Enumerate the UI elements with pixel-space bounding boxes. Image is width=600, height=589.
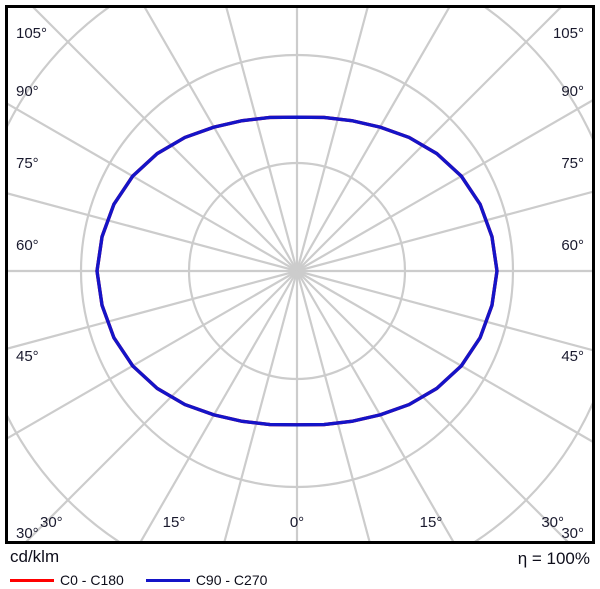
curve-c90c270 bbox=[95, 115, 499, 427]
angle-label-left-60: 60° bbox=[16, 237, 39, 254]
polar-grid-svg: 105°90°75°60°45°30°105°90°75°60°45°30°30… bbox=[8, 8, 592, 541]
legend-entries: C0 - C180 C90 - C270 bbox=[10, 572, 267, 588]
legend-label: C90 - C270 bbox=[195, 572, 268, 588]
legend-swatch-line bbox=[10, 578, 54, 582]
angle-label-left-75: 75° bbox=[16, 155, 39, 172]
angle-label-bottom-1: 15° bbox=[163, 514, 186, 531]
angle-label-right-60: 60° bbox=[561, 237, 584, 254]
angle-label-right-30: 30° bbox=[561, 525, 584, 541]
legend-area: cd/klm η = 100% C0 - C180 C90 - C270 bbox=[0, 545, 600, 589]
angle-label-bottom-2: 0° bbox=[290, 514, 304, 531]
angle-label-left-90: 90° bbox=[16, 83, 39, 100]
polar-diagram-frame: 105° 90° 75° 60° 45° 30° 105° 90° 75° 60° 45° 30° 30… bbox=[5, 5, 595, 544]
angle-label-right-90: 90° bbox=[561, 83, 584, 100]
angle-label-bottom-0: 30° bbox=[40, 514, 63, 531]
curve-layer bbox=[95, 115, 499, 427]
angle-label-bottom-3: 15° bbox=[420, 514, 443, 531]
grid-layer bbox=[8, 8, 592, 541]
angle-label-layer: 105°90°75°60°45°30°105°90°75°60°45°30°30… bbox=[16, 25, 584, 541]
legend-item: C90 - C270 bbox=[145, 572, 268, 588]
legend-item: C0 - C180 bbox=[10, 572, 124, 588]
angle-label-right-105: 105° bbox=[553, 25, 584, 42]
legend-label: C0 - C180 bbox=[60, 572, 124, 588]
angle-label-right-45: 45° bbox=[561, 348, 584, 365]
legend-swatch-line bbox=[145, 578, 190, 582]
angle-label-bottom-4: 30° bbox=[541, 514, 564, 531]
unit-label: cd/klm bbox=[10, 547, 60, 566]
angle-label-right-75: 75° bbox=[561, 155, 584, 172]
angle-label-left-105: 105° bbox=[16, 25, 47, 42]
efficiency-label: η = 100% bbox=[517, 549, 590, 568]
angle-label-left-30: 30° bbox=[16, 525, 39, 541]
angle-label-left-45: 45° bbox=[16, 348, 39, 365]
